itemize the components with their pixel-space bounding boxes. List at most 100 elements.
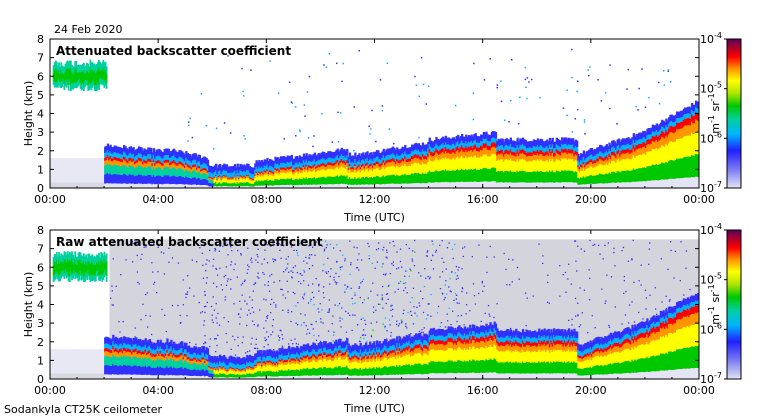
bl-column — [534, 151, 537, 155]
bl-column — [375, 161, 379, 164]
bl-column — [573, 182, 576, 188]
noise-pixel — [236, 276, 238, 278]
bl-column — [551, 144, 554, 150]
bl-column — [81, 158, 84, 183]
bl-column — [640, 168, 644, 182]
bl-column — [242, 172, 245, 177]
bl-column — [150, 166, 153, 175]
noise-pixel — [237, 336, 239, 339]
bl-column — [523, 182, 526, 188]
bl-column — [448, 170, 452, 183]
bl-column — [429, 160, 433, 172]
bl-column — [327, 165, 330, 169]
noise-pixel — [330, 268, 332, 270]
bl-column — [448, 145, 452, 150]
bl-column — [401, 183, 404, 188]
bl-column — [390, 183, 393, 188]
noise-pixel — [443, 261, 445, 263]
bl-column — [298, 171, 302, 179]
cloud-column — [105, 83, 108, 89]
bl-column — [477, 136, 480, 143]
sparse-pixel — [635, 105, 637, 108]
bl-column — [97, 349, 100, 374]
cloud-column — [53, 274, 56, 281]
bl-column — [127, 167, 130, 176]
noise-pixel — [301, 274, 303, 276]
bl-column — [369, 166, 372, 171]
bl-column — [388, 166, 391, 176]
bl-column — [443, 182, 446, 188]
sparse-pixel — [418, 95, 420, 98]
bl-column — [213, 176, 216, 178]
bl-column — [600, 173, 603, 184]
sparse-pixel — [670, 81, 672, 83]
bl-column — [401, 146, 404, 154]
bl-column — [312, 165, 315, 168]
bl-column — [570, 159, 573, 171]
bl-column — [348, 184, 352, 188]
bl-column — [256, 174, 260, 178]
noise-pixel — [394, 291, 396, 293]
bl-column — [173, 166, 176, 176]
bl-column — [87, 349, 91, 374]
bl-column — [270, 175, 273, 181]
bl-column — [113, 156, 116, 160]
bl-column — [346, 175, 349, 184]
bl-column — [173, 162, 176, 167]
noise-pixel — [370, 334, 372, 337]
bl-column — [362, 166, 365, 170]
cloud-column — [55, 61, 58, 70]
sparse-pixel — [342, 62, 344, 65]
noise-pixel — [396, 323, 398, 325]
bl-column — [673, 160, 676, 179]
bl-column — [235, 178, 238, 180]
bl-column — [450, 182, 453, 188]
bl-column — [244, 176, 247, 178]
bl-column — [56, 373, 60, 379]
bl-column — [500, 170, 503, 183]
bl-column — [202, 178, 206, 185]
bl-column — [212, 179, 215, 181]
bl-column — [615, 163, 618, 173]
noise-pixel — [410, 333, 412, 335]
bl-column — [670, 160, 673, 179]
bl-column — [155, 163, 158, 168]
cloud-column — [92, 264, 95, 275]
bl-column — [167, 166, 170, 176]
bl-column — [424, 151, 427, 156]
noise-pixel — [247, 247, 249, 249]
bl-column — [296, 156, 299, 163]
bl-column — [475, 169, 479, 182]
bl-column — [419, 159, 422, 165]
bl-column — [550, 182, 553, 188]
noise-pixel — [349, 240, 351, 242]
bl-column — [546, 154, 549, 160]
bl-column — [578, 178, 581, 185]
bl-column — [540, 150, 544, 155]
noise-pixel — [482, 290, 484, 292]
bl-column — [484, 181, 487, 188]
bl-column — [113, 173, 116, 184]
bl-column — [239, 178, 242, 183]
bl-column — [559, 171, 562, 183]
bl-column — [124, 165, 127, 175]
bl-column — [146, 160, 149, 164]
noise-pixel — [273, 281, 275, 283]
bl-column — [475, 157, 479, 170]
bl-column — [452, 152, 456, 159]
noise-pixel — [249, 350, 251, 352]
bl-column — [136, 166, 139, 176]
cloud-column — [100, 273, 103, 280]
bl-column — [623, 138, 626, 145]
bl-column — [183, 171, 187, 179]
cloud-column — [63, 273, 66, 279]
bl-column — [273, 172, 276, 174]
bl-column — [600, 183, 603, 188]
bl-column — [492, 167, 495, 182]
bl-column — [553, 141, 556, 149]
bl-column — [505, 149, 508, 154]
bl-column — [647, 180, 650, 188]
bl-column — [375, 176, 379, 184]
noise-pixel — [660, 258, 662, 260]
noise-pixel — [411, 250, 414, 252]
